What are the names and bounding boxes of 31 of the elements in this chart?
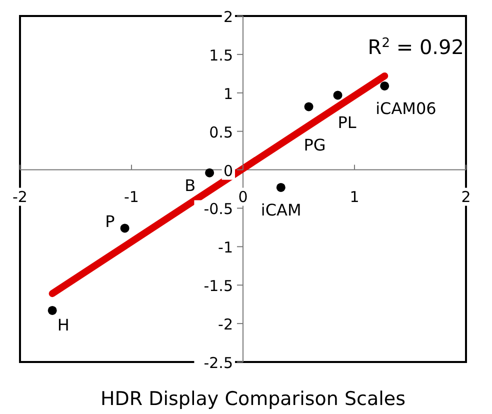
y-tick-label: 0.5: [209, 123, 233, 142]
annotation: R$^{2}$ = 0.92: [368, 35, 464, 59]
annotation: PL: [338, 113, 356, 132]
point: [205, 168, 214, 178]
annotation: H: [57, 315, 70, 334]
annotation: B: [184, 176, 196, 195]
point: [48, 306, 57, 315]
y-tick-label: 1.5: [209, 46, 233, 64]
x-tick-label: 1: [350, 188, 360, 206]
x-tick-label: 2: [461, 188, 471, 206]
point: [380, 81, 390, 90]
y-tick-label: 2: [223, 8, 233, 26]
point: [276, 182, 286, 192]
y-tick-label: -1: [218, 238, 233, 257]
annotation: P: [105, 212, 116, 232]
y-tick-label: 1: [223, 84, 233, 103]
annotation: PG: [304, 136, 326, 155]
y-tick-label: -0.5: [204, 200, 233, 218]
point: [120, 224, 130, 233]
x-axis-title: HDR Display Comparison Scales: [100, 388, 406, 410]
x-tick-label: -1: [124, 188, 139, 206]
x-tick-label: -2: [12, 188, 28, 206]
y-tick-label: 0: [223, 162, 233, 180]
y-tick-label: -2: [218, 316, 233, 334]
x-tick-label: 0: [238, 188, 248, 206]
y-tick-label: -2.5: [204, 354, 233, 372]
annotation: iCAM06: [376, 98, 436, 118]
y-tick-label: -1.5: [204, 277, 233, 296]
annotation: iCAM: [260, 200, 302, 220]
point: [304, 102, 314, 112]
point: [333, 90, 342, 100]
